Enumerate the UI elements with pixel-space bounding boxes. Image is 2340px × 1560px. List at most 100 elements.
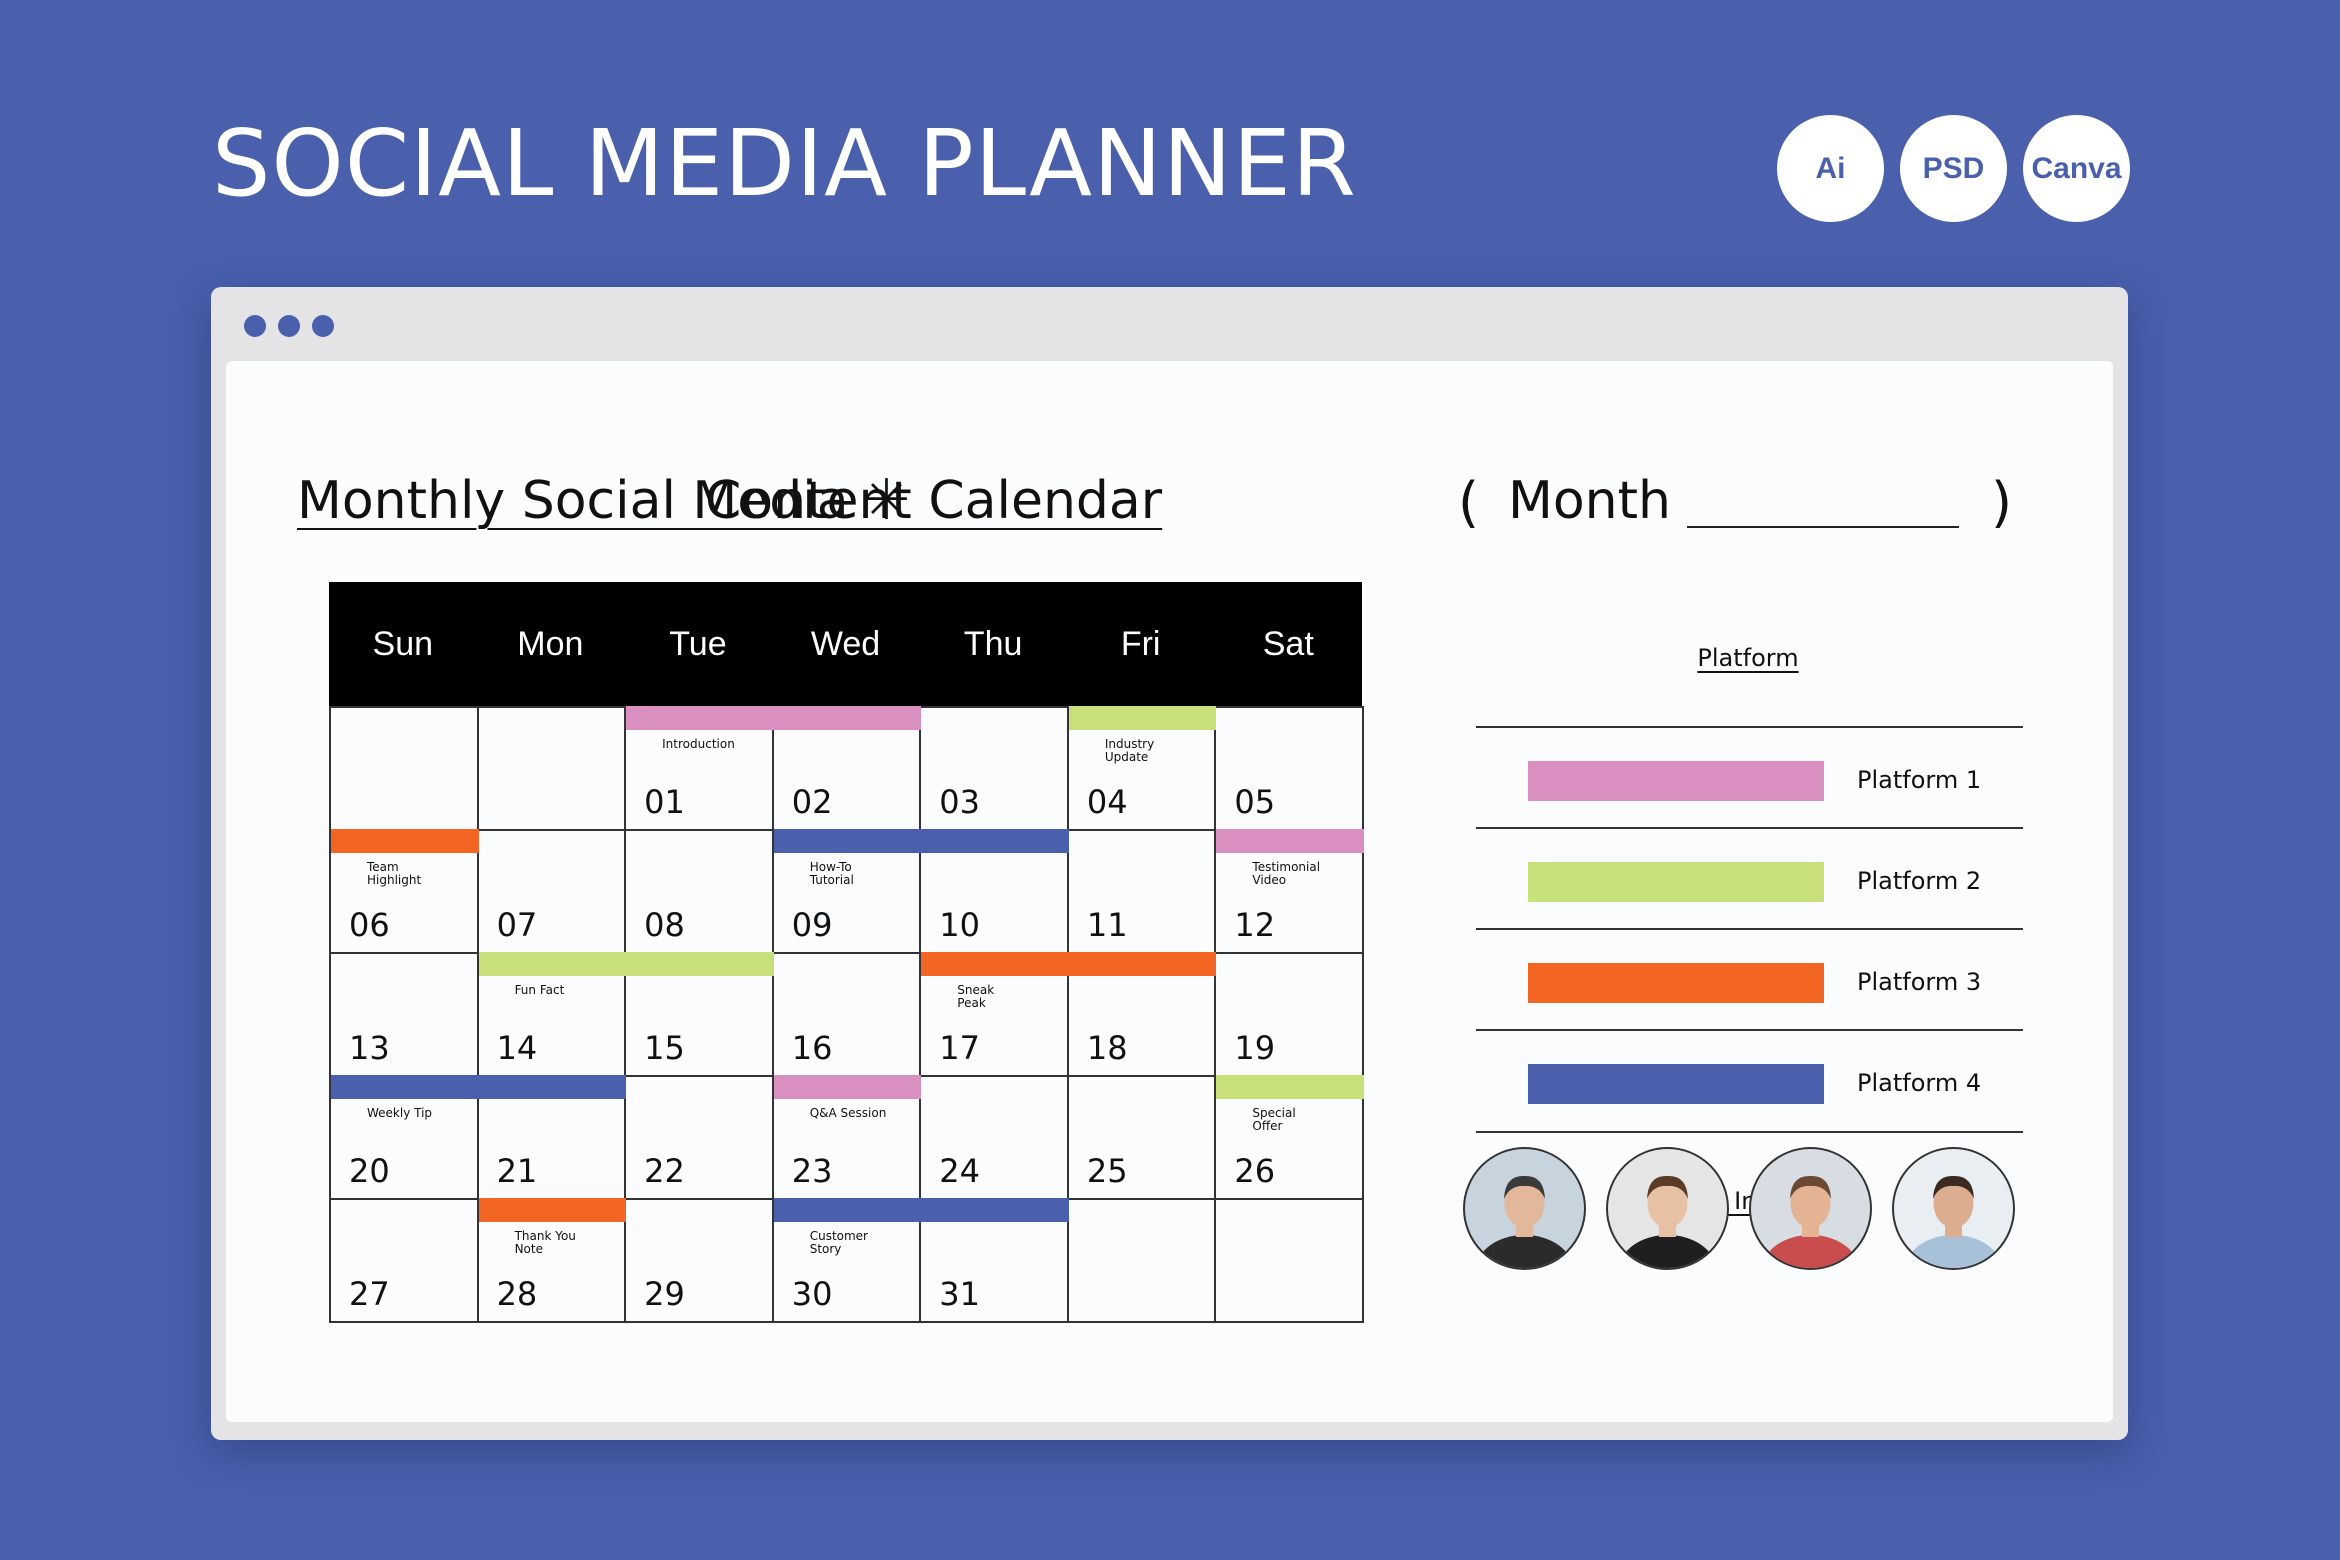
calendar-day-cell[interactable]: 21 [478,1075,627,1198]
month-input-line[interactable] [1687,526,1959,528]
day-number: 26 [1234,1152,1276,1190]
calendar-day-cell[interactable]: 29 [626,1198,774,1321]
platform-4-swatch [1528,1064,1824,1104]
badge-ai[interactable]: Ai [1777,115,1884,222]
event-bar-platform-2[interactable] [1216,1075,1364,1099]
month-label: Month [1508,471,1671,531]
avatar-person-4[interactable] [1892,1147,2015,1270]
content-calendar: Sun Mon Tue Wed Thu Fri Sat 01 02 03 04 05 06… [329,582,1364,1323]
event-bar-platform-4[interactable] [331,1075,627,1099]
platform-3-swatch [1528,963,1824,1003]
event-bar-platform-3[interactable] [331,829,479,853]
calendar-grid: 01 02 03 04 05 06 07 08 09 10 11 12 13 14 15 16 17 18 19 20… [329,706,1364,1323]
day-number: 08 [644,906,685,944]
calendar-day-cell[interactable]: 05 [1216,706,1364,829]
legend-platform-3: Platform 3 [1476,930,2023,1030]
event-label: How-To Tutorial [809,860,854,887]
weekday-sat: Sat [1262,624,1314,663]
window-dot-icon[interactable] [312,315,334,337]
badge-canva[interactable]: Canva [2023,115,2130,222]
event-label: Customer Story [809,1229,868,1256]
calendar-day-cell[interactable] [331,706,479,829]
calendar-day-cell[interactable] [478,706,627,829]
calendar-heading: Monthly Social Media ✳ Content Calendar … [226,468,2113,551]
event-bar-platform-4[interactable] [773,829,1069,853]
day-number: 01 [644,783,685,821]
day-number: 07 [496,906,538,944]
calendar-day-cell[interactable]: 13 [331,952,479,1075]
calendar-day-cell[interactable]: 22 [626,1075,774,1198]
window-dot-icon[interactable] [278,315,300,337]
legend-platform-4: Platform 4 [1476,1031,2023,1131]
day-number: 18 [1086,1029,1128,1067]
calendar-day-cell[interactable] [1068,1198,1217,1321]
badge-psd[interactable]: PSD [1900,115,2007,222]
platform-3-label: Platform 3 [1857,968,1982,996]
calendar-day-cell[interactable]: 27 [331,1198,479,1321]
day-number: 10 [939,906,980,944]
platform-2-swatch [1528,862,1824,902]
event-bar-platform-3[interactable] [478,1198,627,1222]
page-title: SOCIAL MEDIA PLANNER [212,110,1357,217]
divider [1476,1131,2023,1133]
planner-canvas: Monthly Social Media ✳ Content Calendar … [226,361,2113,1422]
heading-monthly-social-media: Monthly Social Media [297,471,849,531]
day-number: 17 [939,1029,980,1067]
weekday-mon: Mon [517,624,584,663]
calendar-day-cell[interactable]: 08 [626,829,774,952]
day-number: 28 [496,1275,538,1313]
day-number: 02 [791,783,833,821]
event-bar-platform-1[interactable] [773,1075,922,1099]
event-bar-platform-2[interactable] [478,952,774,976]
weekday-tue: Tue [669,624,727,663]
calendar-day-cell[interactable]: 03 [921,706,1069,829]
calendar-day-cell[interactable] [1216,1198,1364,1321]
day-number: 24 [939,1152,980,1190]
day-number: 31 [939,1275,980,1313]
day-number: 09 [791,906,833,944]
weekday-wed: Wed [810,624,881,663]
event-bar-platform-2[interactable] [1068,706,1217,730]
avatar-person-2[interactable] [1606,1147,1729,1270]
calendar-day-cell[interactable]: 24 [921,1075,1069,1198]
platform-1-label: Platform 1 [1857,766,1982,794]
divider [1476,1029,2023,1031]
day-number: 06 [349,906,390,944]
legend-platform-2: Platform 2 [1476,829,2023,929]
weekday-thu: Thu [963,624,1023,663]
avatar-person-3[interactable] [1749,1147,1872,1270]
event-bar-platform-3[interactable] [921,952,1217,976]
calendar-day-cell[interactable]: 25 [1068,1075,1217,1198]
calendar-day-cell[interactable]: 19 [1216,952,1364,1075]
month-close-paren: ) [1991,471,2013,534]
browser-window: Monthly Social Media ✳ Content Calendar … [211,287,2128,1440]
day-number: 19 [1234,1029,1276,1067]
day-number: 29 [644,1275,685,1313]
day-number: 21 [496,1152,538,1190]
calendar-day-cell[interactable]: 11 [1068,829,1217,952]
event-bar-platform-1[interactable] [626,706,922,730]
person-photo-icon [1619,1175,1716,1268]
day-number: 12 [1234,906,1276,944]
event-bar-platform-4[interactable] [773,1198,1069,1222]
platform-section-title: Platform [1697,644,1799,672]
weekday-fri: Fri [1120,624,1161,663]
event-bar-platform-1[interactable] [1216,829,1364,853]
day-number: 30 [791,1275,833,1313]
day-number: 20 [349,1152,390,1190]
person-photo-icon [1762,1175,1859,1268]
calendar-day-cell[interactable]: 16 [773,952,922,1075]
calendar-day-cell[interactable]: 07 [478,829,627,952]
avatar-person-1[interactable] [1463,1147,1586,1270]
event-label: Q&A Session [809,1106,887,1120]
day-number: 13 [349,1029,390,1067]
heading-content-calendar: Content Calendar [705,471,1163,531]
person-avatars [1463,1147,2015,1270]
platform-4-label: Platform 4 [1857,1069,1982,1097]
person-photo-icon [1905,1175,2002,1268]
day-number: 23 [791,1152,833,1190]
window-dot-icon[interactable] [244,315,266,337]
day-number: 14 [496,1029,538,1067]
person-photo-icon [1476,1175,1573,1268]
weekday-header: Sun Mon Tue Wed Thu Fri Sat [329,582,1362,706]
